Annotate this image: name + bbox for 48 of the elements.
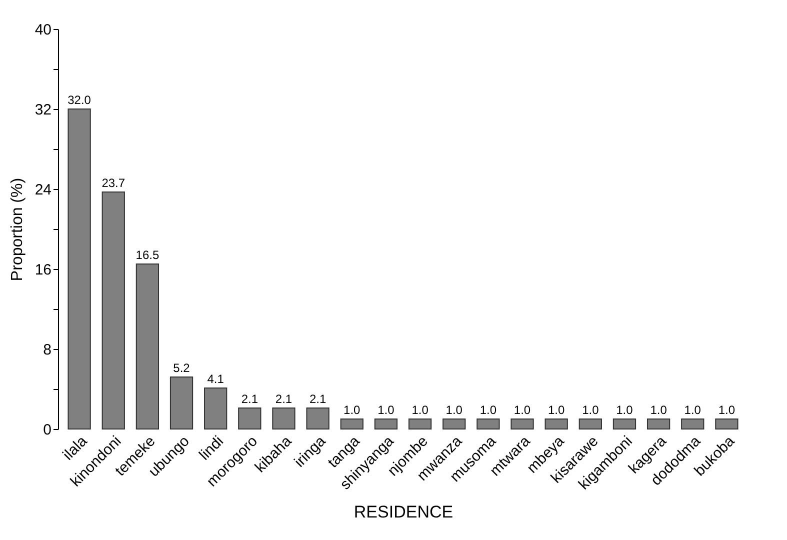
bar: [272, 408, 296, 430]
x-axis-title: RESIDENCE: [354, 502, 454, 522]
bar: [136, 264, 160, 430]
bar: [544, 418, 568, 430]
bar: [238, 408, 262, 430]
data-label: 1.0: [718, 403, 736, 417]
y-axis-title: Proportion (%): [8, 178, 26, 282]
bar: [612, 418, 636, 430]
bar: [340, 418, 364, 430]
data-label: 2.1: [309, 392, 326, 406]
bar: [306, 408, 330, 430]
bar: [715, 418, 738, 430]
data-label: 23.7: [102, 176, 126, 190]
data-label: 32.0: [68, 93, 92, 107]
data-label: 1.0: [548, 403, 565, 417]
data-label: 2.1: [275, 392, 292, 406]
data-label: 1.0: [616, 403, 634, 417]
data-label: 1.0: [514, 403, 531, 417]
data-label: 1.0: [446, 403, 463, 417]
bar: [578, 418, 602, 430]
bar: [204, 388, 228, 430]
data-label: 1.0: [412, 403, 429, 417]
data-label: 1.0: [344, 403, 361, 417]
bar: [170, 376, 194, 430]
bar: [102, 192, 125, 430]
data-label: 5.2: [173, 361, 190, 375]
y-tick-label: 0: [43, 422, 52, 438]
data-label: 1.0: [480, 403, 497, 417]
bar: [68, 108, 91, 430]
y-tick-label: 16: [34, 262, 52, 278]
data-label: 1.0: [650, 403, 668, 417]
bar: [408, 418, 432, 430]
bar: [646, 418, 670, 430]
y-tick-label: 8: [43, 342, 52, 358]
data-label: 16.5: [136, 248, 160, 262]
bar: [374, 418, 398, 430]
data-label: 1.0: [582, 403, 600, 417]
data-label: 2.1: [241, 392, 258, 406]
data-label: 1.0: [684, 403, 702, 417]
y-tick-label: 32: [34, 102, 52, 118]
data-label: 1.0: [378, 403, 395, 417]
bar: [681, 418, 704, 430]
y-tick-label: 24: [34, 182, 52, 198]
data-label: 4.1: [207, 372, 224, 386]
y-tick-label: 40: [34, 22, 52, 38]
bar: [476, 418, 500, 430]
bar: [442, 418, 466, 430]
bar: [510, 418, 534, 430]
